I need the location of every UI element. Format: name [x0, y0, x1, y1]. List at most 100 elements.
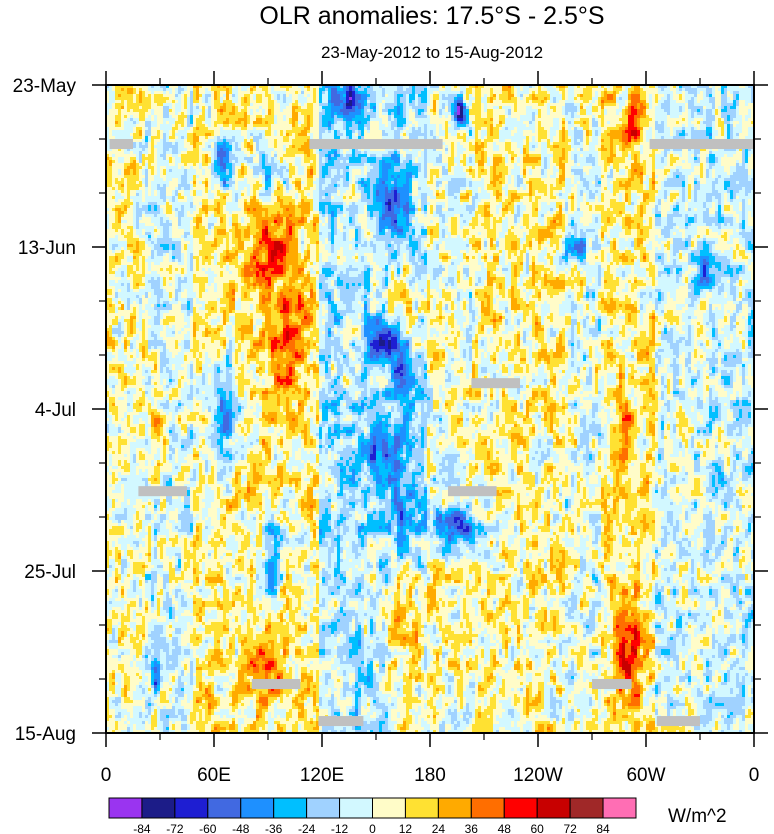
field-cell: [724, 88, 728, 92]
field-cell: [457, 124, 467, 128]
field-cell: [385, 124, 389, 128]
field-cell: [115, 97, 134, 101]
field-cell: [742, 127, 749, 131]
field-cell: [403, 130, 407, 134]
field-cell: [484, 94, 488, 98]
field-cell: [397, 88, 404, 92]
field-cell: [133, 121, 137, 125]
field-cell: [322, 109, 326, 113]
field-cell: [580, 97, 593, 101]
field-cell: [652, 94, 656, 98]
field-cell: [421, 100, 428, 104]
field-cell: [433, 97, 440, 101]
field-cell: [187, 103, 191, 107]
field-cell: [517, 118, 521, 122]
field-cell: [271, 112, 275, 116]
field-cell: [487, 121, 494, 125]
field-cell: [211, 100, 215, 104]
field-cell: [514, 106, 518, 110]
field-cell: [589, 121, 593, 125]
field-cell: [634, 121, 638, 125]
field-cell: [229, 121, 236, 125]
field-cell: [739, 112, 749, 116]
field-cell: [439, 91, 461, 95]
field-cell: [643, 88, 659, 92]
field-cell: [370, 115, 377, 119]
field-cell: [196, 127, 200, 131]
field-cell: [256, 100, 263, 104]
field-cell: [634, 106, 638, 110]
field-cell: [151, 127, 161, 131]
field-cell: [598, 118, 602, 122]
field-cell: [259, 133, 263, 137]
field-cell: [631, 94, 641, 98]
field-cell: [250, 112, 254, 116]
field-cell: [517, 100, 527, 104]
field-cell: [724, 127, 728, 131]
field-cell: [733, 121, 740, 125]
field-cell: [670, 94, 674, 98]
field-cell: [322, 100, 329, 104]
field-cell: [232, 106, 236, 110]
field-cell: [271, 130, 275, 134]
field-cell: [499, 121, 503, 125]
field-cell: [586, 106, 593, 110]
field-cell: [463, 109, 467, 113]
field-cell: [589, 133, 593, 137]
field-cell: [574, 121, 584, 125]
field-cell: [343, 133, 347, 137]
field-cell: [565, 100, 575, 104]
field-cell: [265, 121, 269, 125]
field-cell: [598, 124, 602, 128]
field-cell: [106, 121, 116, 125]
field-cell: [547, 100, 551, 104]
field-cell: [298, 115, 305, 119]
field-cell: [283, 97, 287, 101]
field-cell: [469, 85, 476, 89]
field-cell: [481, 103, 485, 107]
field-cell: [583, 130, 587, 134]
field-cell: [523, 121, 530, 125]
field-cell: [748, 118, 754, 122]
field-cell: [637, 130, 641, 134]
field-cell: [397, 94, 404, 98]
field-cell: [427, 112, 434, 116]
field-cell: [208, 106, 212, 110]
field-cell: [598, 97, 602, 101]
field-cell: [622, 88, 626, 92]
field-cell: [484, 103, 488, 107]
field-cell: [118, 94, 122, 98]
field-cell: [220, 100, 224, 104]
field-cell: [388, 112, 392, 116]
field-cell: [703, 121, 713, 125]
field-cell: [454, 115, 458, 119]
field-cell: [676, 130, 683, 134]
field-cell: [577, 106, 581, 110]
field-cell: [367, 97, 377, 101]
field-cell: [193, 106, 197, 110]
field-cell: [193, 121, 197, 125]
field-cell: [343, 103, 347, 107]
field-cell: [523, 88, 530, 92]
field-cell: [709, 94, 713, 98]
field-cell: [136, 94, 140, 98]
field-cell: [577, 97, 581, 101]
field-cell: [640, 124, 650, 128]
field-cell: [250, 121, 254, 125]
field-cell: [430, 103, 434, 107]
field-cell: [367, 127, 371, 131]
field-cell: [151, 109, 155, 113]
field-cell: [406, 88, 413, 92]
field-cell: [721, 130, 725, 134]
field-cell: [400, 112, 404, 116]
field-cell: [367, 94, 371, 98]
field-cell: [529, 124, 536, 128]
field-cell: [736, 100, 740, 104]
field-cell: [445, 106, 449, 110]
field-cell: [397, 118, 407, 122]
field-cell: [439, 106, 443, 110]
field-cell: [628, 127, 638, 131]
field-cell: [226, 88, 230, 92]
field-cell: [730, 127, 734, 131]
field-cell: [235, 94, 239, 98]
